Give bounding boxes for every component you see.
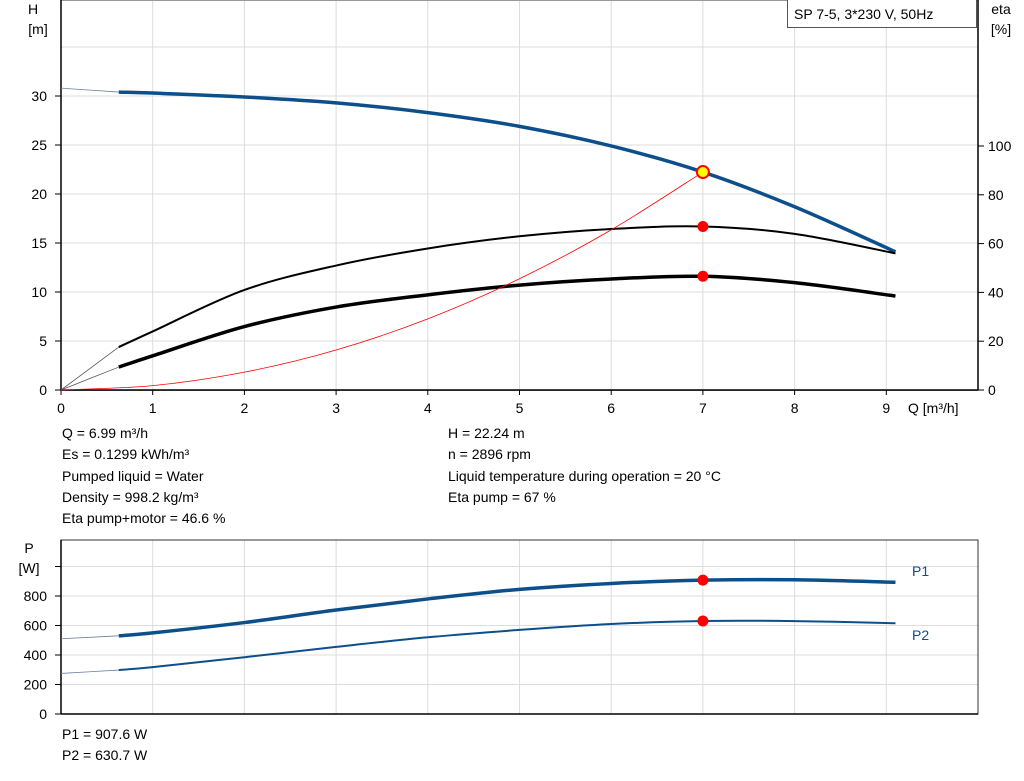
y-axis-label-left: H <box>28 1 38 17</box>
y-tick-label-right: 80 <box>988 187 1004 203</box>
info-liquid: Pumped liquid = Water <box>62 467 204 484</box>
pump-model-label: SP 7-5, 3*230 V, 50Hz <box>787 0 977 28</box>
x-axis-label: Q [m³/h] <box>908 400 959 416</box>
y-tick-label-power: 0 <box>39 706 47 722</box>
y-tick-label-right: 60 <box>988 236 1004 252</box>
duty-point <box>697 270 709 282</box>
y-axis-label-right: eta <box>991 1 1011 17</box>
y-tick-label-power: 600 <box>24 618 48 634</box>
curve-extension-P2 <box>60 669 119 674</box>
curve-extension-P1 <box>60 635 119 640</box>
y-axis-unit-power: [W] <box>19 560 40 576</box>
y-tick-label-power: 800 <box>24 588 48 604</box>
curve-extension-eta_total <box>60 366 119 391</box>
y-tick-label-power: 200 <box>24 677 48 693</box>
series-label-P1: P1 <box>912 563 929 579</box>
info-p2: P2 = 630.7 W <box>62 747 148 764</box>
curve-eta_total <box>118 274 896 369</box>
x-tick-label: 5 <box>516 400 524 416</box>
info-p1: P1 = 907.6 W <box>62 726 148 742</box>
info-left: Q = 6.99 m³/h Es = 0.1299 kWh/m³ Pumped … <box>62 423 225 529</box>
x-tick-label: 9 <box>882 400 890 416</box>
info-h: H = 22.24 m <box>448 425 525 441</box>
info-eta-total: Eta pump+motor = 46.6 % <box>62 510 226 527</box>
info-eta-pump: Eta pump = 67 % <box>448 488 556 505</box>
y-axis-unit-left: [m] <box>28 21 47 37</box>
y-tick-label-right: 0 <box>988 382 996 398</box>
y-axis-unit-right: [%] <box>991 21 1011 37</box>
info-density: Density = 998.2 kg/m³ <box>62 488 199 505</box>
y-tick-label-left: 5 <box>39 333 47 349</box>
x-tick-label: 3 <box>332 400 340 416</box>
y-tick-label-left: 25 <box>31 137 47 153</box>
duty-point <box>695 165 710 180</box>
info-temp: Liquid temperature during operation = 20… <box>448 467 721 484</box>
curve-P2 <box>118 619 896 672</box>
curve-system_curve <box>60 171 704 391</box>
y-tick-label-power: 400 <box>24 647 48 663</box>
y-tick-label-right: 40 <box>988 284 1004 300</box>
x-tick-label: 2 <box>241 400 249 416</box>
x-tick-label: 8 <box>791 400 799 416</box>
duty-point-power <box>697 574 709 586</box>
y-tick-label-left: 30 <box>31 88 47 104</box>
curve-extension-eta_pump <box>60 346 120 391</box>
y-tick-label-left: 15 <box>31 235 47 251</box>
curve-eta_pump <box>118 225 896 348</box>
curve-P1 <box>118 577 896 638</box>
y-tick-label-left: 10 <box>31 284 47 300</box>
x-tick-label: 1 <box>149 400 157 416</box>
duty-point-power <box>697 615 709 627</box>
x-tick-label: 4 <box>424 400 432 416</box>
info-n: n = 2896 rpm <box>448 446 531 463</box>
y-tick-label-right: 100 <box>988 138 1012 154</box>
info-q: Q = 6.99 m³/h <box>62 425 148 441</box>
y-tick-label-left: 0 <box>39 382 47 398</box>
series-label-P2: P2 <box>912 627 929 643</box>
duty-point <box>697 221 709 233</box>
curve-H <box>118 90 897 254</box>
info-power: P1 = 907.6 W P2 = 630.7 W <box>62 724 147 767</box>
y-tick-label-left: 20 <box>31 186 47 202</box>
info-es: Es = 0.1299 kWh/m³ <box>62 446 190 463</box>
x-tick-label: 0 <box>57 400 65 416</box>
y-tick-label-right: 20 <box>988 333 1004 349</box>
x-tick-label: 6 <box>607 400 615 416</box>
info-right: H = 22.24 m n = 2896 rpm Liquid temperat… <box>448 423 721 508</box>
y-axis-label-power: P <box>24 540 33 556</box>
curve-extension-H <box>60 87 119 93</box>
x-tick-label: 7 <box>699 400 707 416</box>
